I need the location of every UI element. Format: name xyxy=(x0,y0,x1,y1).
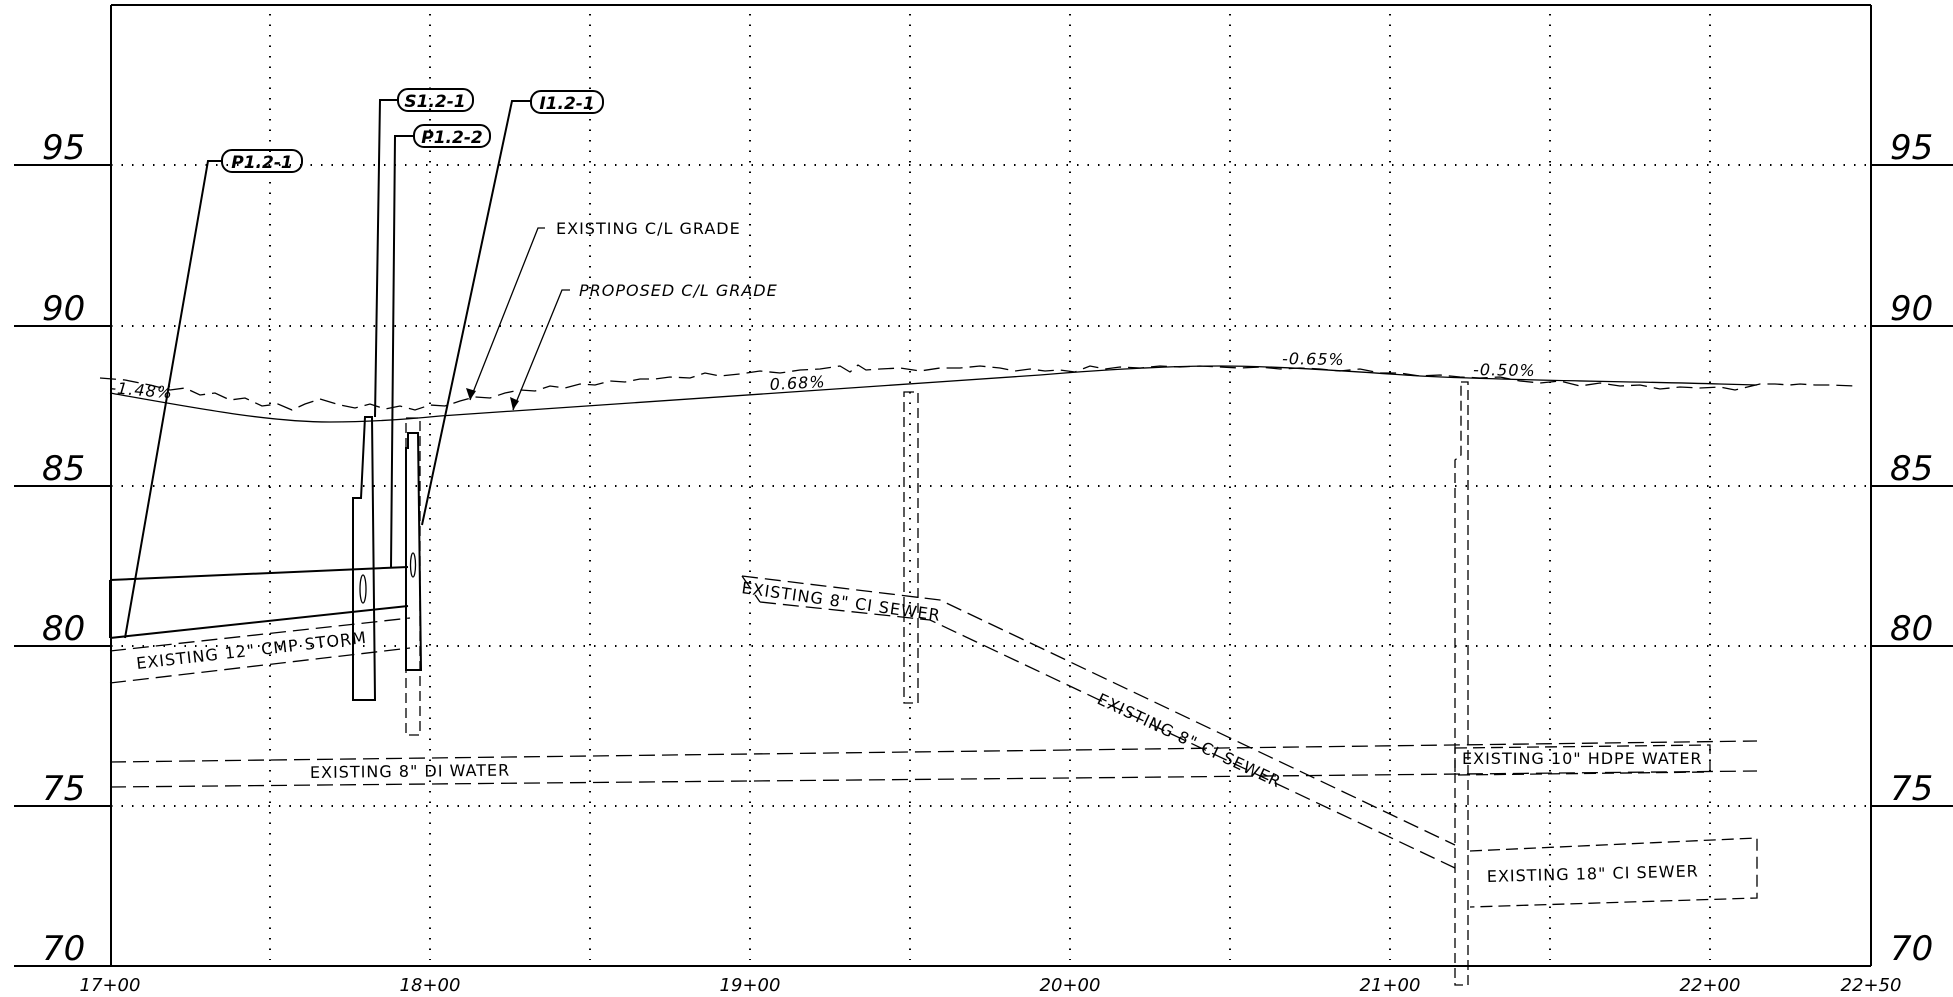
elevation-label: 90 xyxy=(1890,289,1933,329)
elevation-label: 75 xyxy=(1890,769,1933,809)
slope-label: -1.48% xyxy=(110,378,174,402)
horizontal-gridlines xyxy=(111,164,1871,807)
structure-tag: P1.2-1 xyxy=(221,149,303,173)
structure-tag-label: P1.2-2 xyxy=(421,128,482,148)
proposed-storm xyxy=(109,566,409,639)
proposed-grade-label: PROPOSED C/L GRADE xyxy=(579,281,778,300)
sewer-8-pipe: EXISTING 8" CI SEWER EXISTING 8" CI SEWE… xyxy=(740,575,1456,869)
elevation-label: 95 xyxy=(42,128,85,168)
elevation-label: 90 xyxy=(42,289,85,329)
slope-labels: -1.48% 0.68% -0.65% -0.50% xyxy=(110,349,1536,402)
slope-label: -0.65% xyxy=(1282,349,1345,369)
elevation-label: 75 xyxy=(42,769,85,809)
elevation-label: 95 xyxy=(1890,128,1933,168)
station-label: 19+00 xyxy=(720,975,781,996)
station-labels: 17+00 18+00 19+00 20+00 21+00 22+00 22+5… xyxy=(80,975,1902,996)
structure-tag: P1.2-2 xyxy=(413,124,491,148)
station-label: 18+00 xyxy=(400,975,461,996)
slope-label: 0.68% xyxy=(769,372,826,394)
elevation-label: 70 xyxy=(42,929,85,969)
tag-leaders xyxy=(124,99,531,639)
sewer-8-label-a: EXISTING 8" CI SEWER xyxy=(740,578,942,625)
proposed-structures xyxy=(352,416,423,701)
elevation-label: 80 xyxy=(42,609,85,649)
grade-callouts: EXISTING C/L GRADE PROPOSED C/L GRADE xyxy=(466,219,778,411)
elevation-label: 80 xyxy=(1890,609,1933,649)
elevation-label: 85 xyxy=(42,449,85,489)
existing-structures xyxy=(405,381,1469,986)
sewer-18-label: EXISTING 18" CI SEWER xyxy=(1487,861,1699,886)
elevation-ticks xyxy=(14,164,1953,807)
station-label: 22+00 xyxy=(1680,975,1741,996)
station-label: 17+00 xyxy=(80,975,141,996)
sewer-8-label-b: EXISTING 8" CI SEWER xyxy=(1094,689,1284,791)
proposed-grade-line xyxy=(109,365,1758,423)
existing-grade-label: EXISTING C/L GRADE xyxy=(556,219,741,238)
station-label: 20+00 xyxy=(1040,975,1101,996)
station-label: 21+00 xyxy=(1360,975,1421,996)
elevation-label: 85 xyxy=(1890,449,1933,489)
structure-tag: I1.2-1 xyxy=(530,90,604,114)
structure-tag-label: P1.2-1 xyxy=(231,153,292,173)
storm-pipe: EXISTING 12" CMP STORM xyxy=(109,617,411,684)
elevation-labels-right: 95 90 85 80 75 70 xyxy=(1890,128,1933,969)
water-8-label: EXISTING 8" DI WATER xyxy=(310,761,511,782)
structure-tag-label: S1.2-1 xyxy=(404,92,465,112)
structure-tag-label: I1.2-1 xyxy=(539,94,594,114)
vertical-gridlines xyxy=(269,14,1711,960)
water-mains: EXISTING 8" DI WATER EXISTING 10" HDPE W… xyxy=(109,740,1758,788)
slope-label: -0.50% xyxy=(1473,360,1536,380)
sewer-18-pipe: EXISTING 18" CI SEWER xyxy=(1469,837,1758,908)
structure-tag: S1.2-1 xyxy=(397,88,474,112)
elevation-labels-left: 95 90 85 80 75 70 xyxy=(42,128,85,969)
water-10-label: EXISTING 10" HDPE WATER xyxy=(1462,749,1703,768)
existing-grade-line xyxy=(99,364,1856,411)
station-label: 22+50 xyxy=(1841,975,1902,996)
elevation-label: 70 xyxy=(1890,929,1933,969)
